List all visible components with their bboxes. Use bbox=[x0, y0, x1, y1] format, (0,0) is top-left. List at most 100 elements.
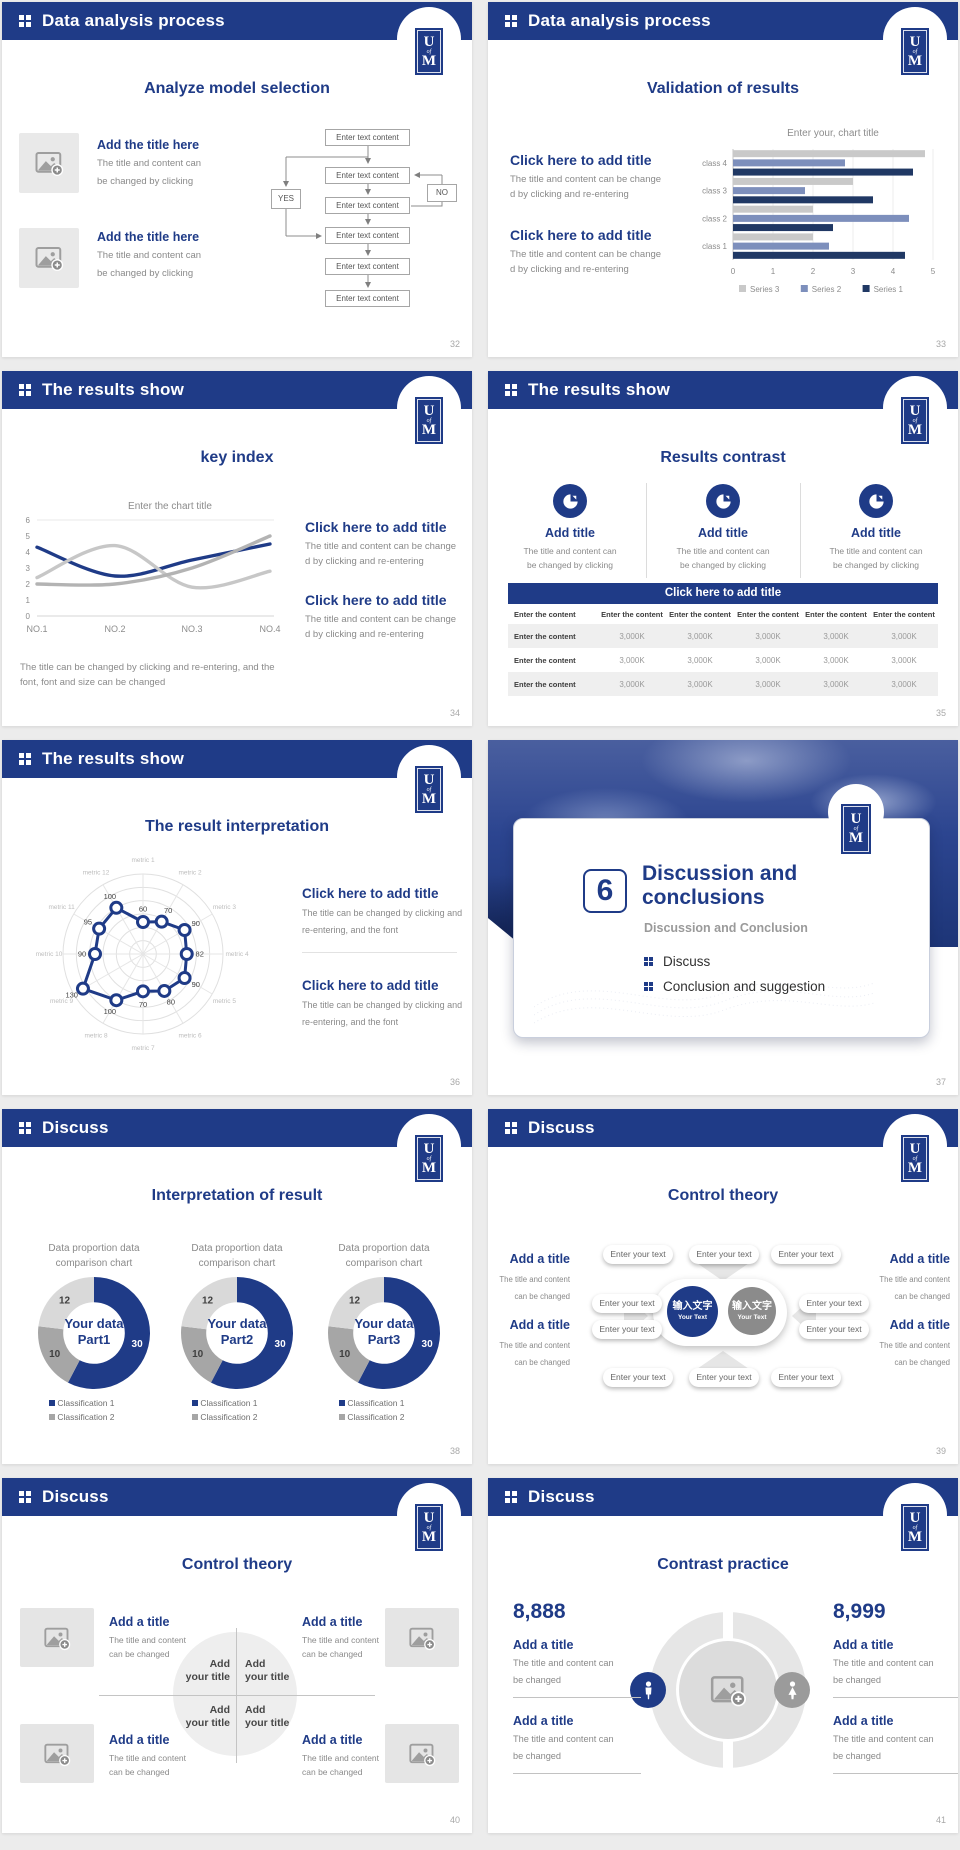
svg-text:class 2: class 2 bbox=[702, 214, 727, 223]
table-cell: Enter the content bbox=[514, 631, 576, 641]
block-title: Add a title bbox=[109, 1733, 170, 1747]
svg-text:70: 70 bbox=[139, 1000, 147, 1009]
svg-text:class 1: class 1 bbox=[702, 242, 727, 251]
center-image-circle bbox=[679, 1641, 777, 1739]
svg-text:80: 80 bbox=[167, 998, 175, 1007]
table-cell: 3,000K bbox=[619, 679, 645, 689]
flow-step: Enter text content bbox=[325, 197, 410, 214]
bullet-icon bbox=[644, 957, 653, 966]
center-circle-gray: 输入文字 Your Text bbox=[728, 1287, 776, 1335]
block-title: Add the title here bbox=[97, 138, 200, 152]
svg-text:90: 90 bbox=[78, 950, 86, 959]
svg-text:90: 90 bbox=[192, 919, 200, 928]
svg-text:90: 90 bbox=[192, 980, 200, 989]
donut-legend: Classification 1 Classification 2 bbox=[339, 1396, 405, 1424]
slide-title: Interpretation of result bbox=[151, 1187, 323, 1204]
pie-badge-icon bbox=[706, 484, 740, 518]
text-pill: Enter your text bbox=[689, 1368, 759, 1387]
donut-title-line: comparison chart bbox=[198, 1258, 276, 1269]
table-header-cell: Enter the content bbox=[514, 609, 576, 619]
slide-title: Contrast practice bbox=[657, 1556, 789, 1573]
line-chart: Enter the chart title 0 1 2 3 4 5 6 NO.1 NO.2 NO.3… bbox=[26, 501, 281, 634]
svg-text:Enter your, chart title: Enter your, chart title bbox=[787, 128, 879, 139]
page-number: 34 bbox=[449, 708, 460, 718]
flow-step: Enter text content bbox=[325, 129, 410, 146]
slide-header-title: The results show bbox=[42, 749, 185, 768]
text-pill: Enter your text bbox=[603, 1368, 673, 1387]
block-body-line: be changed by clicking bbox=[97, 176, 194, 187]
text-pill: Enter your text bbox=[799, 1320, 869, 1339]
block-title: Click here to add title bbox=[510, 152, 652, 168]
table-row: Enter the content 3,000K 3,000K 3,000K 3… bbox=[508, 672, 938, 696]
svg-text:0: 0 bbox=[731, 267, 736, 276]
donut-center-label: Your data Part1 bbox=[64, 1316, 124, 1347]
donut-title-line: comparison chart bbox=[55, 1258, 133, 1269]
column-body-line: The title and content can bbox=[523, 546, 617, 556]
slide-header-bar: Discuss bbox=[2, 1109, 472, 1147]
slide-title: key index bbox=[200, 449, 274, 466]
block-body-line: can be changed bbox=[109, 1767, 170, 1777]
table-cell: 3,000K bbox=[755, 655, 781, 665]
column-divider bbox=[800, 483, 801, 578]
donut-legend: Classification 1 Classification 2 bbox=[192, 1396, 258, 1424]
table-cell: 3,000K bbox=[823, 679, 849, 689]
side-text-block: Add a title The title and content can be… bbox=[492, 1252, 570, 1305]
divider bbox=[302, 952, 457, 953]
svg-text:NO.2: NO.2 bbox=[104, 624, 125, 634]
svg-text:Series 2: Series 2 bbox=[812, 285, 842, 294]
header-bullet-icon bbox=[19, 753, 31, 765]
table-header-cell: Enter the content bbox=[805, 609, 867, 619]
column-divider bbox=[646, 483, 647, 578]
svg-text:metric 4: metric 4 bbox=[225, 951, 249, 958]
add-image-icon bbox=[408, 1624, 436, 1652]
horizontal-bar-chart: Enter your, chart title 0 1 2 3 4 5 class 4 clas… bbox=[702, 128, 936, 294]
block-body-line: can be changed bbox=[894, 1358, 951, 1367]
block-body-line: The title and content bbox=[879, 1341, 950, 1350]
donut-center-label: Your data Part2 bbox=[207, 1316, 267, 1347]
table-cell: 3,000K bbox=[891, 679, 917, 689]
block-body-line: be changed by clicking bbox=[97, 268, 194, 279]
block-body-line: be changed bbox=[513, 1675, 562, 1685]
flow-step: Enter text content bbox=[325, 227, 410, 244]
center-circle-blue: 输入文字 Your Text bbox=[667, 1286, 718, 1337]
block-body-line: be changed bbox=[833, 1751, 882, 1761]
radar-chart: metric 1 metric 2 metric 3 metric 4 metric 5… bbox=[36, 857, 249, 1052]
table-cell: Enter the content bbox=[514, 655, 576, 665]
image-placeholder bbox=[19, 228, 79, 288]
svg-text:metric 8: metric 8 bbox=[84, 1032, 108, 1039]
block-title: Add a title bbox=[302, 1615, 363, 1629]
svg-text:0: 0 bbox=[26, 612, 31, 621]
table-row: Enter the content 3,000K 3,000K 3,000K 3… bbox=[508, 648, 938, 672]
svg-text:metric 6: metric 6 bbox=[178, 1032, 202, 1039]
block-body-line: re-entering, and the font bbox=[302, 925, 399, 935]
svg-text:NO.4: NO.4 bbox=[259, 624, 280, 634]
page-number: 37 bbox=[935, 1077, 946, 1087]
column-body-line: be changed by clicking bbox=[526, 560, 613, 570]
page-number: 39 bbox=[935, 1446, 946, 1456]
block-title: Click here to add title bbox=[305, 519, 447, 535]
table-cell: Enter the content bbox=[514, 679, 576, 689]
donut-chart: 30 10 12 bbox=[328, 1277, 440, 1389]
section-subtitle: Discussion and Conclusion bbox=[644, 921, 808, 935]
slide-header-bar: The results show bbox=[2, 371, 472, 409]
svg-text:2: 2 bbox=[26, 580, 31, 589]
quadrant-hline bbox=[99, 1695, 375, 1696]
slide-header-title: Data analysis process bbox=[42, 11, 225, 30]
section-bullet: Discuss bbox=[644, 954, 710, 969]
flow-step: Enter text content bbox=[325, 167, 410, 184]
block-title: Add a title bbox=[109, 1615, 170, 1629]
donut-title-line: comparison chart bbox=[345, 1258, 423, 1269]
side-text-block: Add a title The title and content can be… bbox=[492, 1318, 570, 1371]
slide-header-title: Discuss bbox=[42, 1487, 109, 1506]
slide-32-analyze-model-selection[interactable]: Data analysis process U of M Analyze mod… bbox=[2, 2, 472, 357]
